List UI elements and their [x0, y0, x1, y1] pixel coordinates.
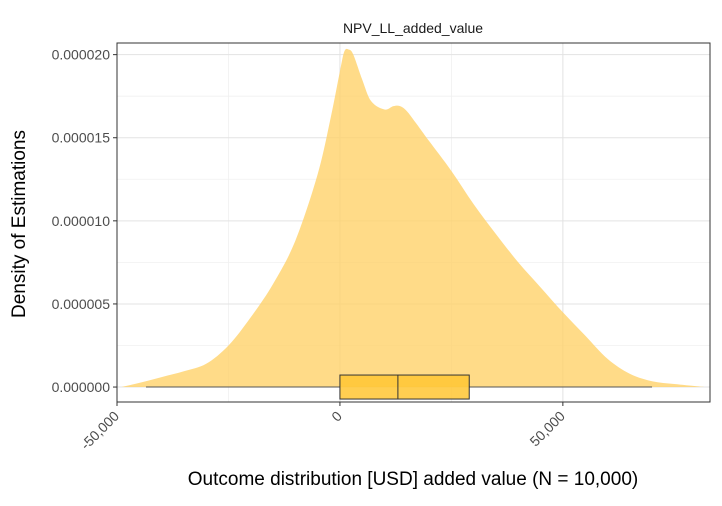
boxplot-layer	[145, 374, 653, 400]
density-area	[121, 48, 706, 388]
y-tick-label: 0.000020	[52, 47, 111, 63]
y-tick-label: 0.000010	[52, 213, 111, 229]
chart-title: NPV_LL_added_value	[343, 20, 483, 36]
y-tick-label: 0.000000	[52, 379, 111, 395]
panel-border	[116, 42, 711, 403]
boxplot-box	[339, 374, 470, 400]
y-tick-label: 0.000005	[52, 296, 111, 312]
y-tick-label: 0.000015	[52, 130, 111, 146]
density-layer	[121, 48, 706, 388]
y-axis: 0.000000 0.000005 0.000010 0.000015 0.000020	[52, 47, 117, 395]
x-axis-title: Outcome distribution [USD] added value (…	[188, 469, 638, 490]
y-axis-title: Density of Estimations	[9, 130, 30, 318]
